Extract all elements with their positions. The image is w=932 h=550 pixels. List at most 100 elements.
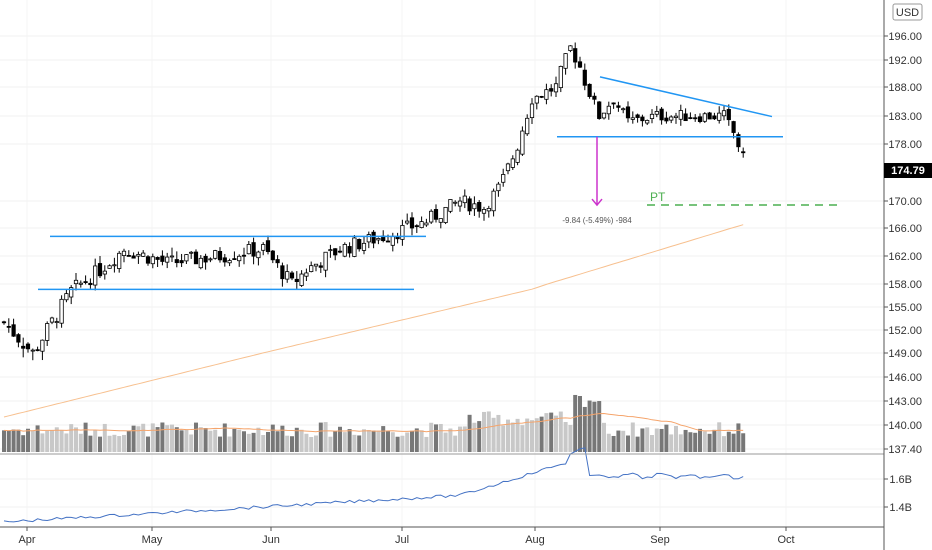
volume-bar [405,432,410,452]
candle-body [635,114,640,118]
candle-body [222,257,227,263]
volume-bar [280,425,285,452]
candle-body [549,88,554,92]
candle-body [683,113,688,122]
candle-body [93,265,98,286]
volume-bar [160,422,165,452]
candle-body [501,174,506,183]
volume-bar [141,423,146,452]
candle-body [741,151,746,154]
volume-bar [611,435,616,452]
candle-body [227,260,232,264]
volume-bar [736,423,741,452]
candle-body [659,108,664,121]
volume-bar [318,422,323,452]
volume-bar [117,436,122,452]
volume-bar [458,426,462,452]
candle-body [491,190,496,212]
volume-bar [11,429,16,452]
candle-body [443,206,448,223]
volume-bar [352,434,357,452]
candle-body [707,112,712,120]
volume-bar [122,434,126,452]
volume-bar [74,427,78,452]
volume-bar [40,433,45,452]
volume-bar [669,434,674,452]
candle-body [640,116,645,122]
price-tick-label: 140.00 [888,420,922,432]
candle-body [553,83,559,93]
time-tick-label: Oct [777,534,794,546]
volume-bar [602,422,606,452]
volume-bar [434,424,438,452]
volume-bar [275,431,280,452]
volume-bar [698,428,702,452]
volume-bar [635,436,640,452]
candle-body [366,234,371,243]
candle-body [112,264,117,267]
volume-bar [482,411,486,452]
price-tick-label: 183.00 [888,111,922,123]
candle-body [64,293,69,301]
candle-body [280,265,285,280]
candle-body [611,102,616,105]
candle-body [299,273,304,286]
indicator-axis[interactable]: 1.6B 1.4B [884,474,912,514]
price-tick-label: 196.00 [888,31,922,43]
volume-bar [390,432,395,452]
volume-bar [16,429,21,452]
volume-bar [741,433,746,452]
volume-bar [59,430,64,452]
volume-bar [342,432,347,452]
candle-body [645,120,650,124]
candle-body [654,111,659,115]
candle-body [304,272,309,277]
volume-bar [174,427,179,452]
candle-body [568,45,573,51]
volume-bar [386,431,390,452]
volume-bar [506,419,510,452]
volume-bar [438,423,443,452]
time-axis[interactable]: Apr May Jun Jul Aug Sep Oct [18,527,795,546]
volume-bar [50,430,54,452]
price-axis[interactable]: 196.00 192.00 188.00 183.00 178.00 170.00 166.… [884,31,922,456]
volume-bar [357,435,362,452]
volume-bar [414,428,419,452]
volume-bar [501,425,506,452]
volume-bar [203,428,208,452]
candle-body [621,108,626,111]
candle-body [256,251,261,259]
time-tick-label: Jul [395,534,409,546]
volume-bar [227,436,232,452]
volume-bar [467,414,472,452]
candle-body [165,256,170,263]
candle-body [477,202,482,212]
volume-bar [520,425,525,452]
candlesticks [1,42,746,361]
volume-bar [362,429,366,452]
volume-bar [674,425,678,452]
candle-body [697,116,703,122]
currency-button[interactable]: USD [892,3,923,21]
volume-bar [650,434,654,452]
volume-average-line [3,412,744,433]
candle-body [597,101,602,119]
time-tick-label: Aug [525,534,545,546]
volume-bar [285,435,290,452]
price-target-label: PT [650,190,666,204]
candle-body [342,244,347,257]
volume-bar [726,431,731,452]
volume-bar [462,426,467,452]
volume-bar [486,411,491,452]
candle-body [126,255,131,257]
candle-body [198,257,203,269]
candle-body [145,256,151,264]
volume-bar [453,435,458,452]
price-tick-label: 137.40 [888,444,922,456]
volume-bar [338,426,342,452]
candle-body [429,210,434,223]
volume-bar [702,431,707,452]
volume-bar [400,435,405,452]
time-tick-label: May [142,534,163,546]
